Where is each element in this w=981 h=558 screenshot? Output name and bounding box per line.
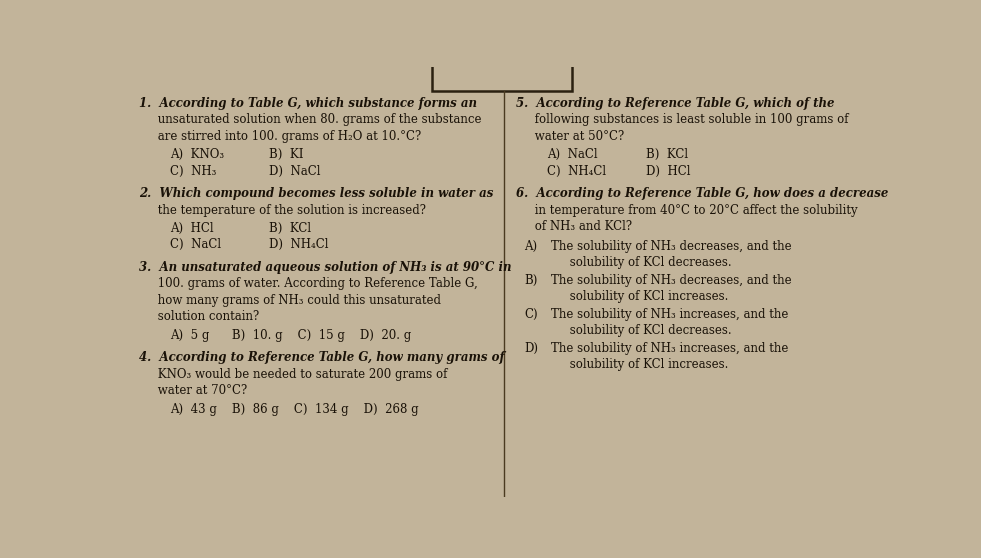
Text: solubility of KCl increases.: solubility of KCl increases. <box>550 358 728 371</box>
Text: A)  HCl: A) HCl <box>170 222 214 235</box>
Text: C): C) <box>524 307 538 320</box>
Text: following substances is least soluble in 100 grams of: following substances is least soluble in… <box>516 113 849 126</box>
Text: A)  43 g    B)  86 g    C)  134 g    D)  268 g: A) 43 g B) 86 g C) 134 g D) 268 g <box>170 402 418 416</box>
Text: water at 70°C?: water at 70°C? <box>139 384 247 397</box>
Text: solubility of KCl decreases.: solubility of KCl decreases. <box>550 256 731 269</box>
Text: solubility of KCl increases.: solubility of KCl increases. <box>550 290 728 303</box>
Text: The solubility of NH₃ decreases, and the: The solubility of NH₃ decreases, and the <box>550 273 792 287</box>
Text: A)  NaCl: A) NaCl <box>546 148 597 161</box>
Text: 2.  Which compound becomes less soluble in water as: 2. Which compound becomes less soluble i… <box>139 187 493 200</box>
Text: 3.  An unsaturated aqueous solution of NH₃ is at 90°C in: 3. An unsaturated aqueous solution of NH… <box>139 261 512 274</box>
Text: water at 50°C?: water at 50°C? <box>516 129 625 143</box>
Text: the temperature of the solution is increased?: the temperature of the solution is incre… <box>139 204 427 217</box>
Text: D): D) <box>524 341 538 354</box>
Text: solution contain?: solution contain? <box>139 310 260 323</box>
Text: C)  NH₄Cl: C) NH₄Cl <box>546 165 606 177</box>
Text: 1.  According to Table G, which substance forms an: 1. According to Table G, which substance… <box>139 97 478 110</box>
Text: B)  KCl: B) KCl <box>269 222 311 235</box>
Text: 100. grams of water. According to Reference Table G,: 100. grams of water. According to Refere… <box>139 277 478 291</box>
Text: D)  NH₄Cl: D) NH₄Cl <box>269 238 328 252</box>
Text: B)  KCl: B) KCl <box>645 148 688 161</box>
Text: 5.  According to Reference Table G, which of the: 5. According to Reference Table G, which… <box>516 97 835 110</box>
Text: 6.  According to Reference Table G, how does a decrease: 6. According to Reference Table G, how d… <box>516 187 889 200</box>
Text: D)  NaCl: D) NaCl <box>269 165 320 177</box>
Text: C)  NaCl: C) NaCl <box>170 238 221 252</box>
Text: A)  5 g      B)  10. g    C)  15 g    D)  20. g: A) 5 g B) 10. g C) 15 g D) 20. g <box>170 329 411 341</box>
Text: of NH₃ and KCl?: of NH₃ and KCl? <box>516 220 633 233</box>
Text: in temperature from 40°C to 20°C affect the solubility: in temperature from 40°C to 20°C affect … <box>516 204 858 217</box>
Text: B): B) <box>524 273 538 287</box>
Text: D)  HCl: D) HCl <box>645 165 691 177</box>
Text: A): A) <box>524 240 538 253</box>
Text: solubility of KCl decreases.: solubility of KCl decreases. <box>550 324 731 337</box>
Text: The solubility of NH₃ increases, and the: The solubility of NH₃ increases, and the <box>550 341 788 354</box>
Text: are stirred into 100. grams of H₂O at 10.°C?: are stirred into 100. grams of H₂O at 10… <box>139 129 422 143</box>
Text: C)  NH₃: C) NH₃ <box>170 165 216 177</box>
Bar <box>432 60 572 90</box>
Text: The solubility of NH₃ decreases, and the: The solubility of NH₃ decreases, and the <box>550 240 792 253</box>
Text: A)  KNO₃: A) KNO₃ <box>170 148 224 161</box>
Text: KNO₃ would be needed to saturate 200 grams of: KNO₃ would be needed to saturate 200 gra… <box>139 368 447 381</box>
Text: The solubility of NH₃ increases, and the: The solubility of NH₃ increases, and the <box>550 307 788 320</box>
Text: 4.  According to Reference Table G, how many grams of: 4. According to Reference Table G, how m… <box>139 352 505 364</box>
Text: how many grams of NH₃ could this unsaturated: how many grams of NH₃ could this unsatur… <box>139 294 441 307</box>
Text: unsaturated solution when 80. grams of the substance: unsaturated solution when 80. grams of t… <box>139 113 482 126</box>
Text: B)  KI: B) KI <box>269 148 303 161</box>
